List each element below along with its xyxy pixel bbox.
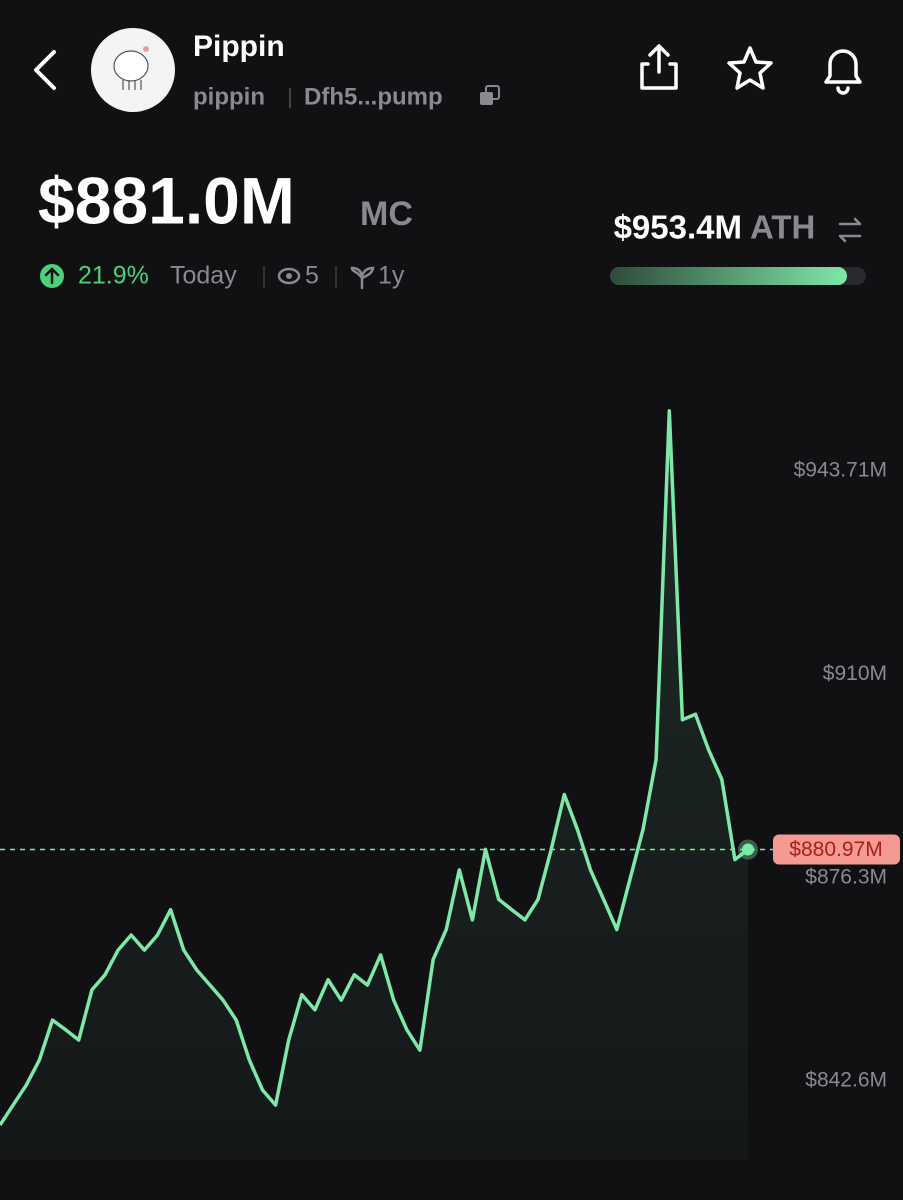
copy-button[interactable] <box>480 85 500 105</box>
y-tick-label: $842.6M <box>805 1069 887 1092</box>
y-tick-label: $876.3M <box>805 865 887 888</box>
current-point <box>742 843 754 856</box>
avatar <box>91 28 175 112</box>
current-price-badge <box>773 834 900 865</box>
area <box>0 410 748 1160</box>
y-tick-label: $910M <box>823 662 887 685</box>
price-line <box>0 409 750 1126</box>
back-button[interactable] <box>34 50 56 90</box>
market-cap: $881.0M <box>38 163 295 237</box>
age-icon <box>350 266 375 290</box>
toggle-button[interactable] <box>838 217 862 243</box>
ath-value: $953.4M <box>614 209 742 246</box>
token-ticker: pippin <box>193 83 265 110</box>
y-tick-label: $943.71M <box>794 459 887 482</box>
token-age: 1y <box>378 262 405 290</box>
ath-progress-fill <box>610 267 847 285</box>
views-count: 5 <box>305 262 319 290</box>
current-price-label: $880.97M <box>789 838 882 861</box>
change-period: Today <box>170 262 237 290</box>
token-address: Dfh5...pump <box>304 83 443 110</box>
favorite-button[interactable] <box>727 46 773 90</box>
token-name: Pippin <box>193 30 285 63</box>
change-percent: 21.9% <box>78 262 149 290</box>
change-icon <box>40 264 64 288</box>
share-button[interactable] <box>640 44 678 90</box>
ath-label: ATH <box>750 209 815 246</box>
alert-button[interactable] <box>824 49 862 95</box>
views-icon <box>277 267 301 285</box>
market-cap-label: MC <box>360 195 413 233</box>
chart: $842.6M $876.3M $910M $943.71M $880.97M <box>0 409 900 1160</box>
